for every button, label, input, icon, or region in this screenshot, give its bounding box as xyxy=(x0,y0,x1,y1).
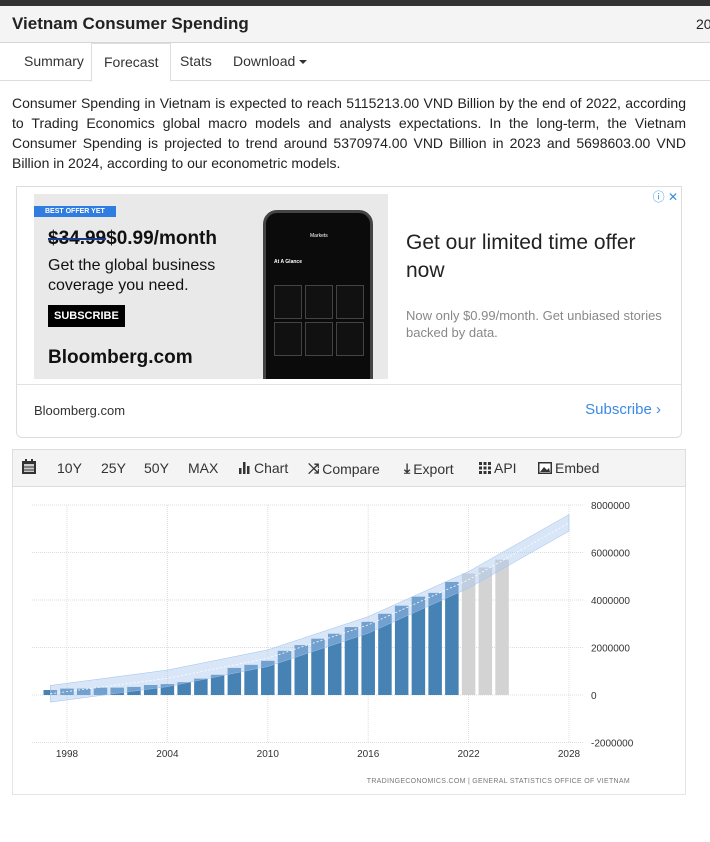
phone-tile xyxy=(274,322,302,356)
ad-image[interactable]: BEST OFFER YET $34.99$0.99/month Get the… xyxy=(34,194,388,379)
tab-forecast[interactable]: Forecast xyxy=(91,43,172,82)
page-title: Vietnam Consumer Spending xyxy=(12,14,249,33)
tab-download-label: Download xyxy=(233,53,296,69)
phone-section: At A Glance xyxy=(274,259,302,265)
embed-label: Embed xyxy=(555,460,600,476)
caret-down-icon xyxy=(299,60,308,65)
phone-title: Markets xyxy=(310,233,328,239)
calendar-icon[interactable] xyxy=(22,459,36,474)
export-label: Export xyxy=(413,460,454,477)
tab-summary[interactable]: Summary xyxy=(24,53,84,69)
phone-tile xyxy=(305,285,333,319)
ad-choices[interactable]: ⓘ ✕ xyxy=(653,188,678,205)
ad-tagline: Get the global business coverage you nee… xyxy=(48,257,216,294)
chevron-right-icon: › xyxy=(656,401,661,418)
phone-tile xyxy=(305,322,333,356)
compare-button[interactable]: ⤨ Compare xyxy=(308,460,380,477)
ad-brand: Bloomberg.com xyxy=(48,347,193,368)
range-max-button[interactable]: MAX xyxy=(188,460,219,476)
phone-tile xyxy=(336,322,364,356)
chart-button[interactable]: Chart xyxy=(239,460,288,476)
tab-stats[interactable]: Stats xyxy=(180,53,212,69)
ad-footer-source[interactable]: Bloomberg.com xyxy=(34,403,126,418)
tab-bar: Summary Forecast Stats Download xyxy=(0,43,710,82)
phone-tile xyxy=(274,285,302,319)
range-25y-button[interactable]: 25Y xyxy=(101,460,126,476)
ad-subtext: Now only $0.99/month. Get unbiased stori… xyxy=(406,308,662,340)
chart-label: Chart xyxy=(254,460,289,476)
ad-footer-subscribe-label: Subscribe xyxy=(585,401,652,418)
close-icon[interactable]: ✕ xyxy=(667,190,678,204)
ad-headline[interactable]: Get our limited time offer now xyxy=(406,231,636,282)
compare-label: Compare xyxy=(322,460,380,477)
ad-footer-subscribe[interactable]: Subscribe › xyxy=(585,401,661,418)
range-10y-button[interactable]: 10Y xyxy=(57,460,82,476)
api-label: API xyxy=(494,460,517,476)
range-50y-button[interactable]: 50Y xyxy=(144,460,169,476)
tab-download[interactable]: Download xyxy=(221,43,319,81)
api-button[interactable]: API xyxy=(479,460,517,476)
chart-toolbar: 10Y 25Y 50Y MAX Chart ⤨ Compare ⤓ Export A… xyxy=(12,449,686,487)
ad-subscribe-button[interactable]: SUBSCRIBE xyxy=(48,305,125,327)
bar-chart-icon xyxy=(239,462,250,474)
chart-container xyxy=(12,487,686,795)
export-button[interactable]: ⤓ Export xyxy=(404,460,454,477)
embed-button[interactable]: Embed xyxy=(538,460,599,476)
image-icon xyxy=(538,462,552,474)
ad-price: $34.99$0.99/month xyxy=(48,228,217,250)
ad-new-price: $0.99/month xyxy=(106,228,217,249)
phone-tiles xyxy=(274,285,364,356)
ad-old-price: $34.99 xyxy=(48,228,107,249)
info-icon[interactable]: ⓘ xyxy=(652,190,665,204)
phone-mockup: Markets At A Glance xyxy=(263,210,373,379)
ad-badge: BEST OFFER YET xyxy=(34,206,116,217)
top-bar xyxy=(0,0,710,6)
shuffle-icon: ⤨ xyxy=(308,460,320,476)
ad-footer: Bloomberg.com Subscribe › xyxy=(17,384,681,438)
advertisement[interactable]: BEST OFFER YET $34.99$0.99/month Get the… xyxy=(16,186,682,438)
forecast-description: Consumer Spending in Vietnam is expected… xyxy=(12,95,686,171)
download-icon: ⤓ xyxy=(404,460,411,476)
grid-icon xyxy=(479,462,491,474)
header-right-text: 20 xyxy=(696,16,710,32)
phone-tile xyxy=(336,285,364,319)
page-header: Vietnam Consumer Spending 20 xyxy=(0,6,710,43)
